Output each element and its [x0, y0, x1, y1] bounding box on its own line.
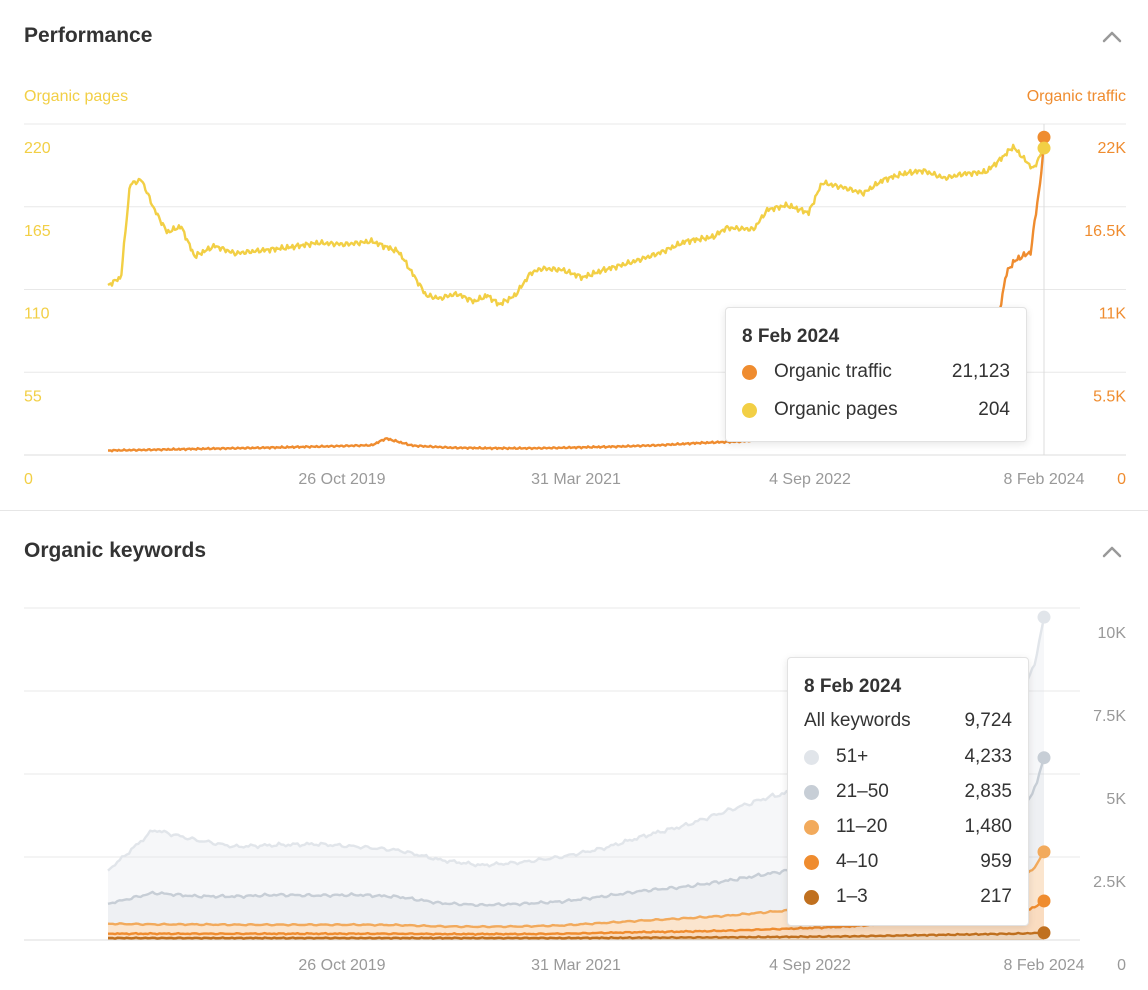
y-axis-tick-label: 0 — [1117, 957, 1126, 974]
x-axis-tick-label: 8 Feb 2024 — [1004, 957, 1085, 974]
tooltip-series-value: 21,123 — [951, 361, 1010, 382]
tooltip-row-organic-traffic: Organic traffic 21,123 — [742, 361, 1010, 385]
legend-dot — [742, 403, 757, 418]
tooltip-row-range: 4–10 959 — [804, 851, 1012, 875]
tooltip-total-label: All keywords — [804, 710, 911, 731]
left-axis-tick-label: 110 — [24, 306, 50, 323]
right-axis-tick-label: 5.5K — [1093, 388, 1126, 405]
performance-chart[interactable]: 0 55 110 165 220 0 5.5K 11K 16.5K 22K 26 Oct 2019 3… — [0, 0, 1148, 500]
tooltip-date: 8 Feb 2024 — [804, 676, 902, 697]
series-line-organic-pages — [107, 143, 1046, 307]
performance-tooltip: 8 Feb 2024 Organic traffic 21,123 Organi… — [725, 307, 1027, 442]
x-axis-tick-label: 31 Mar 2021 — [531, 957, 621, 974]
tooltip-row-all-keywords: All keywords 9,724 — [804, 710, 1012, 734]
y-axis-tick-label: 5K — [1106, 791, 1126, 808]
tooltip-series-name: 21–50 — [836, 781, 889, 802]
tooltip-series-name: 1–3 — [836, 886, 868, 907]
x-axis-tick-label: 31 Mar 2021 — [531, 471, 621, 488]
tooltip-series-value: 4,233 — [964, 746, 1012, 767]
tooltip-date: 8 Feb 2024 — [742, 326, 840, 347]
chevron-up-icon[interactable] — [1100, 540, 1124, 564]
legend-dot — [804, 855, 819, 870]
organic-keywords-title: Organic keywords — [24, 539, 207, 562]
left-axis-tick-label: 165 — [24, 223, 51, 240]
tooltip-row-range: 21–50 2,835 — [804, 781, 1012, 805]
y-axis-tick-label: 10K — [1098, 625, 1127, 642]
series-endpoint-marker — [1037, 751, 1051, 765]
tooltip-row-organic-pages: Organic pages 204 — [742, 399, 1010, 423]
tooltip-row-range: 51+ 4,233 — [804, 746, 1012, 770]
left-axis-tick-label: 0 — [24, 471, 33, 488]
left-axis-tick-label: 220 — [24, 140, 51, 157]
tooltip-series-value: 959 — [980, 851, 1012, 872]
tooltip-series-name: 4–10 — [836, 851, 879, 872]
left-axis-tick-label: 55 — [24, 388, 42, 405]
series-endpoint-marker — [1037, 894, 1051, 908]
series-endpoint-marker — [1037, 845, 1051, 859]
right-axis-tick-label: 0 — [1117, 471, 1126, 488]
series-endpoint-marker — [1037, 926, 1051, 940]
chevron-up-icon[interactable] — [1100, 25, 1124, 49]
series-area-4-10 — [108, 901, 1044, 939]
tooltip-row-range: 1–3 217 — [804, 886, 1012, 910]
tooltip-series-value: 1,480 — [964, 816, 1012, 837]
x-axis-tick-label: 8 Feb 2024 — [1004, 471, 1085, 488]
tooltip-series-value: 2,835 — [964, 781, 1012, 802]
y-axis-tick-label: 2.5K — [1093, 874, 1126, 891]
tooltip-total-value: 9,724 — [964, 710, 1012, 731]
tooltip-series-name: 11–20 — [836, 816, 888, 837]
legend-dot — [804, 785, 819, 800]
tooltip-series-value: 217 — [980, 886, 1012, 907]
section-divider — [0, 510, 1148, 511]
series-line-1-3 — [108, 931, 1045, 940]
right-axis-tick-label: 16.5K — [1084, 223, 1126, 240]
x-axis-tick-label: 4 Sep 2022 — [769, 471, 851, 488]
series-endpoint-marker — [1037, 141, 1051, 155]
x-axis-tick-label: 26 Oct 2019 — [298, 957, 385, 974]
legend-dot — [742, 365, 757, 380]
legend-dot — [804, 750, 819, 765]
x-axis-tick-label: 4 Sep 2022 — [769, 957, 851, 974]
x-axis-tick-label: 26 Oct 2019 — [298, 471, 385, 488]
legend-dot — [804, 820, 819, 835]
tooltip-series-name: 51+ — [836, 746, 869, 767]
series-endpoint-marker — [1037, 130, 1051, 144]
series-endpoint-marker — [1037, 610, 1051, 624]
performance-title: Performance — [24, 24, 153, 47]
legend-dot — [804, 890, 819, 905]
y-axis-tick-label: 7.5K — [1093, 708, 1126, 725]
left-axis-title: Organic pages — [24, 88, 129, 105]
tooltip-series-name: Organic pages — [774, 399, 898, 420]
right-axis-title: Organic traffic — [1026, 88, 1126, 105]
right-axis-tick-label: 22K — [1098, 140, 1127, 157]
tooltip-series-value: 204 — [978, 399, 1010, 420]
right-axis-tick-label: 11K — [1099, 306, 1127, 323]
tooltip-series-name: Organic traffic — [774, 361, 892, 382]
keywords-tooltip: 8 Feb 2024 All keywords 9,724 51+ 4,233 21… — [787, 657, 1029, 926]
tooltip-row-range: 11–20 1,480 — [804, 816, 1012, 840]
